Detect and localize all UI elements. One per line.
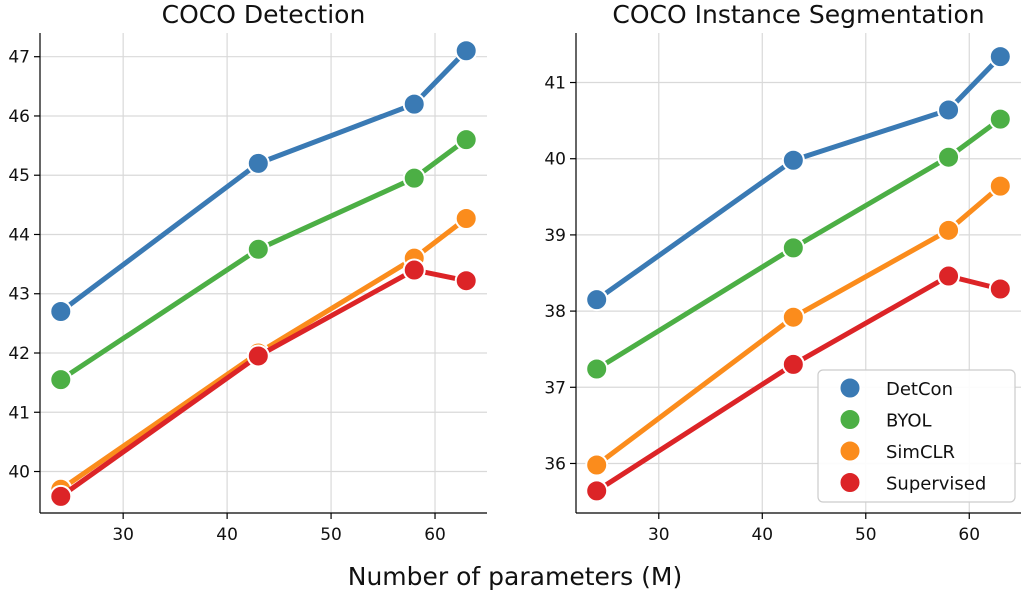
y-tick-label: 45	[8, 166, 30, 186]
y-tick-label: 43	[8, 285, 30, 305]
x-tick-label: 50	[320, 525, 342, 545]
y-tick-label: 39	[544, 226, 566, 246]
x-tick-label: 50	[855, 525, 877, 545]
series-line-detcon	[58, 48, 469, 315]
legend-marker-byol	[838, 408, 862, 431]
x-tick-label: 30	[648, 525, 670, 545]
legend-label-simclr: SimCLR	[886, 442, 955, 463]
y-tick-label: 38	[544, 302, 566, 322]
data-point-byol	[937, 145, 961, 169]
series-line-byol	[58, 137, 469, 383]
data-point-supervised	[246, 344, 270, 368]
data-point-byol	[49, 368, 73, 392]
data-point-supervised	[585, 479, 609, 503]
y-tick-label: 44	[8, 225, 30, 245]
y-tick-label: 47	[8, 48, 30, 68]
legend: DetCon BYOL SimCLR Supervised	[817, 369, 1016, 503]
data-point-byol	[402, 166, 426, 190]
data-point-detcon	[454, 39, 478, 63]
data-point-simclr	[988, 174, 1012, 198]
chart-panel-2: 30 40 50 60 36 37 38 39 40 41 COCO Instance Segmen…	[544, 0, 1021, 545]
series-line-supervised	[58, 267, 469, 499]
data-point-byol	[585, 357, 609, 381]
legend-label-supervised: Supervised	[886, 474, 986, 495]
series-line-simclr	[594, 183, 1003, 468]
data-point-supervised	[937, 264, 961, 288]
data-point-simclr	[585, 453, 609, 477]
data-point-simclr	[937, 218, 961, 242]
x-tick-label: 40	[751, 525, 773, 545]
x-tick-label: 60	[958, 525, 980, 545]
series-line-simclr	[58, 215, 469, 492]
data-point-supervised	[454, 269, 478, 293]
data-point-detcon	[246, 151, 270, 175]
series-line-detcon	[594, 54, 1003, 303]
series-line-byol	[594, 116, 1003, 372]
data-point-detcon	[49, 300, 73, 324]
data-point-byol	[454, 128, 478, 152]
y-tick-label: 40	[8, 463, 30, 483]
series-line-supervised	[594, 273, 1003, 494]
x-tick-label: 60	[424, 525, 446, 545]
data-point-detcon	[402, 92, 426, 116]
data-point-supervised	[781, 352, 805, 376]
figure-xlabel: Number of parameters (M)	[348, 562, 682, 591]
data-point-detcon	[781, 148, 805, 172]
y-tick-label: 41	[8, 403, 30, 423]
data-point-supervised	[988, 277, 1012, 301]
y-tick-label: 40	[544, 150, 566, 170]
chart-title: COCO Detection	[162, 0, 366, 29]
chart-title: COCO Instance Segmentation	[612, 0, 984, 29]
data-point-supervised	[402, 258, 426, 282]
data-point-byol	[781, 236, 805, 260]
legend-label-byol: BYOL	[886, 411, 932, 432]
legend-marker-supervised	[838, 471, 862, 494]
data-point-detcon	[988, 45, 1012, 69]
x-tick-label: 40	[216, 525, 238, 545]
data-point-detcon	[585, 288, 609, 312]
data-point-byol	[988, 107, 1012, 131]
y-tick-label: 46	[8, 107, 30, 127]
chart-panel-1: 30 40 50 60 40 41 42 43 44 45 46 47 COCO Detection	[8, 0, 487, 545]
data-point-simclr	[781, 305, 805, 329]
data-point-byol	[246, 237, 270, 261]
legend-marker-detcon	[838, 376, 862, 400]
y-tick-label: 41	[544, 74, 566, 94]
legend-box	[817, 369, 1016, 503]
x-tick-label: 30	[112, 525, 134, 545]
legend-marker-simclr	[838, 439, 862, 463]
y-tick-label: 37	[544, 378, 566, 398]
legend-label-detcon: DetCon	[886, 379, 953, 400]
data-point-detcon	[937, 98, 961, 122]
y-tick-label: 42	[8, 344, 30, 364]
data-point-supervised	[49, 484, 73, 508]
y-tick-label: 36	[544, 454, 566, 474]
data-point-simclr	[454, 206, 478, 230]
